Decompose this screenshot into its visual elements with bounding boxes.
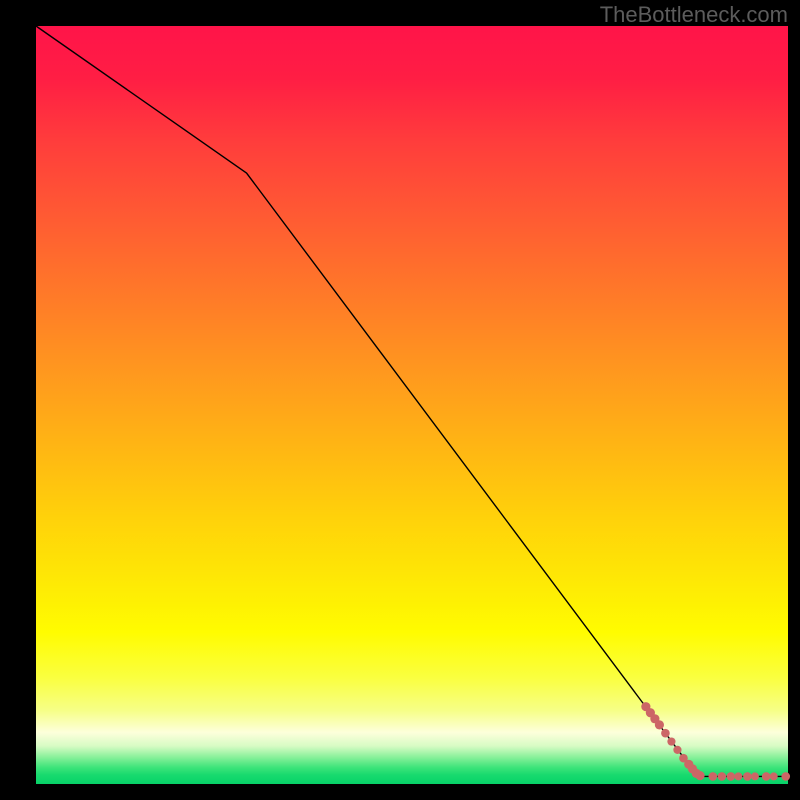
data-marker — [781, 772, 790, 781]
data-marker — [751, 772, 759, 780]
data-marker — [655, 720, 664, 729]
data-marker — [727, 772, 736, 781]
data-marker — [673, 746, 681, 754]
data-marker — [709, 772, 718, 781]
plot-area — [36, 26, 788, 784]
data-marker — [743, 772, 752, 781]
data-marker — [762, 772, 771, 781]
data-marker — [734, 772, 742, 780]
data-marker — [695, 771, 704, 780]
data-marker — [667, 737, 675, 745]
data-marker — [661, 729, 670, 738]
data-marker — [718, 772, 727, 781]
data-marker — [770, 772, 778, 780]
chart-svg — [0, 0, 800, 800]
chart-container: TheBottleneck.com — [0, 0, 800, 800]
